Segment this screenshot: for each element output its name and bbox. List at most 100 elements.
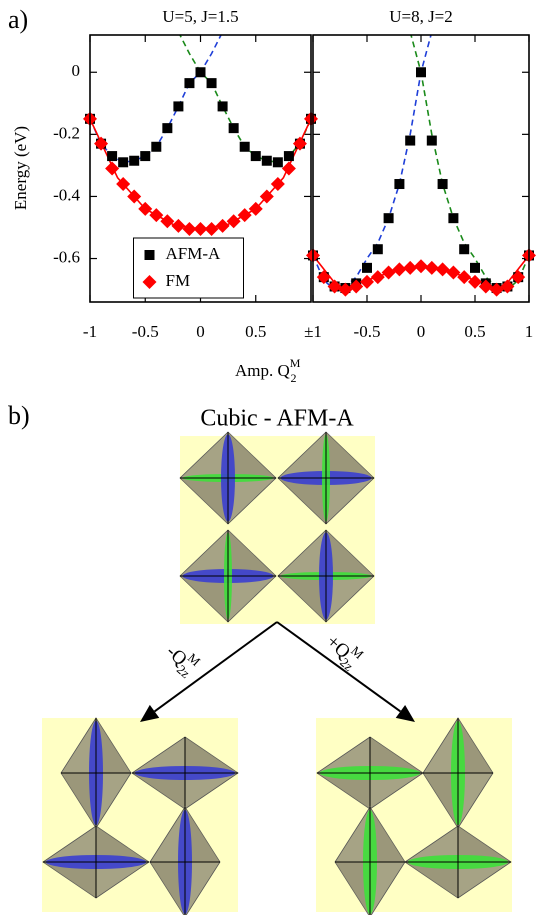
octahedron-face	[43, 862, 96, 898]
data-point	[184, 78, 195, 89]
chart-title: U=5, J=1.5	[162, 7, 238, 26]
arrow-label: -QM2z	[159, 637, 204, 682]
diagram-title: Cubic - AFM-A	[200, 406, 354, 432]
data-point	[437, 179, 448, 190]
x-tick-label: 0.5	[464, 322, 485, 341]
octahedron-face	[458, 718, 493, 773]
plot-frame	[89, 34, 312, 303]
data-point	[327, 279, 342, 294]
y-tick-label: 0	[72, 61, 81, 80]
legend-box	[133, 237, 244, 299]
x-tick-label: 1	[525, 322, 534, 341]
octahedron-face	[61, 773, 96, 828]
x-axis-label-main: Amp. Q	[235, 361, 290, 380]
data-point	[414, 259, 428, 274]
octahedron-face	[370, 807, 405, 862]
data-point	[468, 274, 482, 289]
data-point	[140, 151, 151, 162]
data-point	[270, 177, 285, 192]
data-point	[426, 135, 437, 146]
data-point	[403, 260, 418, 275]
data-point	[392, 262, 407, 277]
octahedron-face	[278, 576, 326, 622]
octahedron-face	[180, 576, 228, 622]
data-point	[360, 274, 374, 289]
chart-title: U=8, J=2	[389, 7, 453, 26]
fit-line	[313, 35, 432, 291]
arrow-head	[140, 704, 160, 722]
data-point	[182, 222, 197, 237]
octahedron-face	[423, 773, 458, 828]
octahedron-face	[96, 826, 149, 862]
legend: AFM-A FM	[133, 237, 244, 299]
data-point	[149, 208, 164, 223]
data-point	[226, 214, 241, 229]
octahedron-face	[317, 773, 370, 809]
arrow-label: +QM2z	[319, 627, 367, 674]
data-point	[195, 67, 206, 78]
octahedron-face	[370, 737, 423, 773]
plot-area	[90, 35, 311, 230]
octahedron-face	[326, 530, 374, 576]
data-point	[173, 101, 184, 112]
octahedron-face	[150, 862, 185, 915]
data-point	[118, 157, 129, 168]
legend-marker	[144, 250, 155, 260]
data-point	[151, 141, 162, 152]
data-point	[478, 279, 493, 294]
arrow	[153, 621, 278, 713]
data-point	[272, 157, 283, 168]
fit-line	[90, 118, 311, 230]
x-tick-label: 0	[196, 322, 205, 341]
data-point	[511, 270, 526, 285]
data-point	[239, 141, 250, 152]
data-point	[107, 151, 118, 162]
diagram	[42, 431, 512, 915]
octahedron-face	[96, 718, 131, 773]
plot-frame	[312, 34, 530, 303]
x-tick-label: 0.5	[245, 322, 266, 341]
data-point	[470, 262, 480, 273]
data-point	[316, 270, 331, 285]
x-tick-label: -0.5	[354, 322, 381, 341]
arrow	[276, 621, 402, 713]
data-point	[338, 282, 353, 297]
data-point	[237, 208, 252, 223]
data-point	[250, 151, 261, 162]
x-tick-label: -1	[83, 322, 97, 341]
octahedron-face	[185, 737, 238, 773]
arrow-head	[395, 704, 415, 722]
legend-label: AFM-A	[166, 244, 222, 263]
octahedron-face	[228, 530, 276, 576]
y-tick-label: -0.4	[53, 185, 80, 204]
data-point	[127, 189, 142, 204]
data-point	[372, 244, 383, 255]
data-point	[292, 136, 307, 151]
data-point	[349, 279, 364, 294]
data-point	[160, 214, 175, 229]
data-point	[283, 151, 294, 162]
y-axis-label: Energy (eV)	[11, 126, 30, 210]
data-point	[204, 222, 219, 237]
fit-line	[410, 35, 529, 291]
data-point	[129, 155, 140, 166]
x-axis-label: Amp. QM 2	[235, 356, 301, 385]
data-point	[416, 67, 426, 78]
legend-marker	[142, 275, 157, 289]
data-point	[457, 270, 472, 285]
data-point	[116, 177, 131, 192]
data-point	[383, 213, 394, 224]
data-point	[228, 123, 239, 134]
data-point	[370, 270, 385, 285]
data-point	[459, 244, 470, 255]
data-point	[206, 78, 217, 89]
data-point	[217, 101, 228, 112]
octahedron-face	[132, 773, 185, 809]
data-point	[171, 218, 186, 233]
y-tick-label: -0.6	[53, 247, 80, 266]
data-point	[138, 201, 153, 216]
panel-label: a)	[8, 5, 28, 34]
data-point	[446, 265, 461, 280]
octahedron-face	[458, 826, 511, 862]
